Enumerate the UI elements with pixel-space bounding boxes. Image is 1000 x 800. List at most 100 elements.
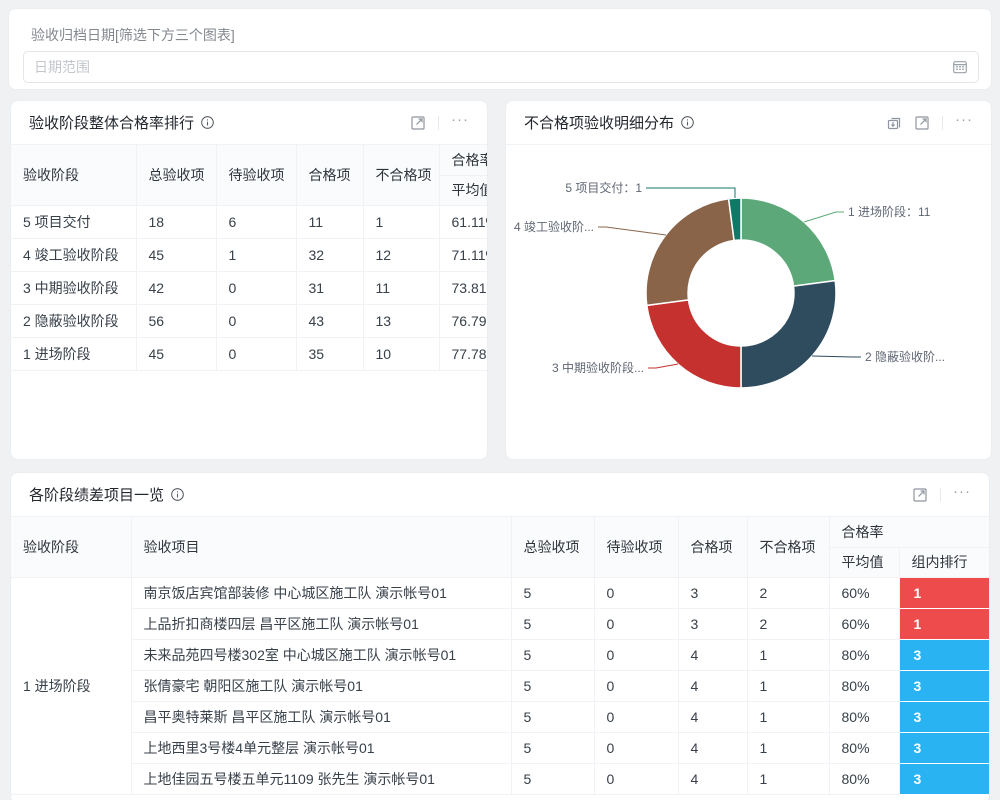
- col-total: 总验收项: [510, 517, 595, 578]
- donut-label: 4 竣工验收阶...: [514, 219, 594, 234]
- col-stage: 验收阶段: [11, 517, 132, 578]
- more-icon[interactable]: ···: [451, 110, 469, 128]
- info-icon[interactable]: [200, 115, 215, 130]
- cell-stage: 5 项目交付: [11, 204, 137, 239]
- cell-pending: 0: [215, 270, 297, 305]
- donut-slice-3[interactable]: [645, 197, 735, 307]
- table-row: 未来品苑四号楼302室 中心城区施工队 演示帐号01 5 0 4 1 80% 3: [11, 638, 989, 671]
- cell-pending: 6: [215, 204, 297, 239]
- cell-project: 上品折扣商楼四层 昌平区施工队 演示帐号01: [131, 607, 512, 640]
- cell-project: 未来品苑四号楼302室 中心城区施工队 演示帐号01: [131, 638, 512, 671]
- cell-fail: 2: [746, 576, 830, 609]
- cell-fail: 1: [746, 762, 830, 795]
- date-filter-card: 验收归档日期[筛选下方三个图表] 日期范围: [8, 8, 992, 90]
- cell-stage: 4 竣工验收阶段: [11, 237, 137, 272]
- expand-icon[interactable]: [914, 115, 930, 131]
- donut-slice-2[interactable]: [645, 299, 742, 389]
- cell-stage: 2 隐蔽验收阶段: [11, 303, 137, 338]
- cell-total: 5: [510, 731, 595, 764]
- divider: [940, 487, 941, 502]
- donut-label: 2 隐蔽验收阶...: [865, 349, 945, 364]
- col-pass: 合格项: [295, 145, 364, 206]
- fail-distribution-card: 不合格项验收明细分布 ···: [505, 100, 992, 460]
- table-row: 1 进场阶段 南京饭店宾馆部装修 中心城区施工队 演示帐号01 5 0 3 2 60% 1: [11, 576, 989, 795]
- cell-pass: 32: [295, 237, 364, 272]
- cell-pending: 1: [215, 237, 297, 272]
- info-icon[interactable]: [680, 115, 695, 130]
- cell-pass: 3: [677, 576, 748, 609]
- donut-svg: 1 进场阶段：11 2 隐蔽验收阶... 3 中期验收阶段... 4 竣工验收阶...…: [514, 180, 945, 389]
- col-pending: 待验收项: [593, 517, 679, 578]
- cell-total: 5: [510, 669, 595, 702]
- cell-total: 42: [135, 270, 217, 305]
- table-row: 张倩豪宅 朝阳区施工队 演示帐号01 5 0 4 1 80% 3: [11, 669, 989, 702]
- col-avg: 平均值: [439, 174, 487, 206]
- cell-rank-badge: 1: [898, 576, 989, 609]
- cell-pass: 11: [295, 204, 364, 239]
- col-fail: 不合格项: [746, 517, 830, 578]
- cell-rank-badge: 3: [898, 700, 989, 733]
- divider: [942, 115, 943, 130]
- worst-table-body: 1 进场阶段 南京饭店宾馆部装修 中心城区施工队 演示帐号01 5 0 3 2 60% 1 上品…: [11, 576, 989, 795]
- cell-fail: 1: [362, 204, 440, 239]
- cell-project: 上地西里3号楼4单元整层 演示帐号01: [131, 731, 512, 764]
- donut-slice-4[interactable]: [727, 197, 742, 242]
- expand-icon[interactable]: [410, 115, 426, 131]
- date-range-input[interactable]: 日期范围: [23, 51, 979, 83]
- cell-fail: 13: [362, 303, 440, 338]
- donut-leader-line: [598, 226, 667, 236]
- cell-rank-badge: 3: [898, 669, 989, 702]
- donut-leader-line: [803, 211, 844, 223]
- cell-project: 上地佳园五号楼五单元1109 张先生 演示帐号01: [131, 762, 512, 795]
- more-icon[interactable]: ···: [955, 110, 973, 128]
- rank-table: 验收阶段 总验收项 待验收项 合格项 不合格项 合格率 平均值 5 项目交付18…: [11, 145, 487, 371]
- cell-pending: 0: [593, 638, 679, 671]
- cell-pass: 35: [295, 336, 364, 371]
- cell-stage-group: 1 进场阶段: [11, 576, 132, 795]
- cell-avg: 71.11%: [438, 237, 487, 272]
- donut-leader-line: [646, 187, 736, 198]
- table-row: 上地佳园五号楼五单元1109 张先生 演示帐号01 5 0 4 1 80% 3: [11, 762, 989, 795]
- donut-slice-1[interactable]: [740, 279, 837, 389]
- col-total: 总验收项: [135, 145, 217, 206]
- table-row: 上品折扣商楼四层 昌平区施工队 演示帐号01 5 0 3 2 60% 1: [11, 607, 989, 640]
- worst-table: 验收阶段 验收项目 总验收项 待验收项 合格项 不合格项 合格率 平均值 组内排…: [11, 517, 989, 795]
- cell-pending: 0: [593, 731, 679, 764]
- cell-pass: 43: [295, 303, 364, 338]
- cell-pending: 0: [593, 700, 679, 733]
- cell-rank-badge: 3: [898, 638, 989, 671]
- donut-slice-0[interactable]: [740, 197, 837, 287]
- cell-total: 18: [135, 204, 217, 239]
- cell-pass: 4: [677, 762, 748, 795]
- cell-avg: 60%: [828, 607, 900, 640]
- cell-fail: 11: [362, 270, 440, 305]
- cell-avg: 80%: [828, 669, 900, 702]
- expand-icon[interactable]: [912, 487, 928, 503]
- cell-fail: 10: [362, 336, 440, 371]
- col-avg: 平均值: [829, 546, 900, 578]
- cell-total: 5: [510, 762, 595, 795]
- donut-label: 5 项目交付：1: [565, 180, 642, 195]
- cell-pass: 4: [677, 700, 748, 733]
- cell-total: 56: [135, 303, 217, 338]
- more-icon[interactable]: ···: [953, 482, 971, 500]
- worst-projects-card: 各阶段绩差项目一览 ··· 验收阶段 验收项目 总验收项: [10, 472, 990, 800]
- cell-avg: 80%: [828, 762, 900, 795]
- cell-fail: 1: [746, 638, 830, 671]
- info-icon[interactable]: [170, 487, 185, 502]
- cell-avg: 60%: [828, 576, 900, 609]
- cell-stage: 1 进场阶段: [11, 336, 137, 371]
- save-image-icon[interactable]: [886, 115, 902, 131]
- col-rank: 组内排行: [898, 546, 989, 578]
- col-fail: 不合格项: [362, 145, 440, 206]
- cell-avg: 77.78%: [438, 336, 487, 371]
- cell-total: 5: [510, 700, 595, 733]
- cell-fail: 2: [746, 607, 830, 640]
- calendar-icon: [952, 59, 968, 75]
- cell-total: 5: [510, 576, 595, 609]
- cell-pending: 0: [593, 576, 679, 609]
